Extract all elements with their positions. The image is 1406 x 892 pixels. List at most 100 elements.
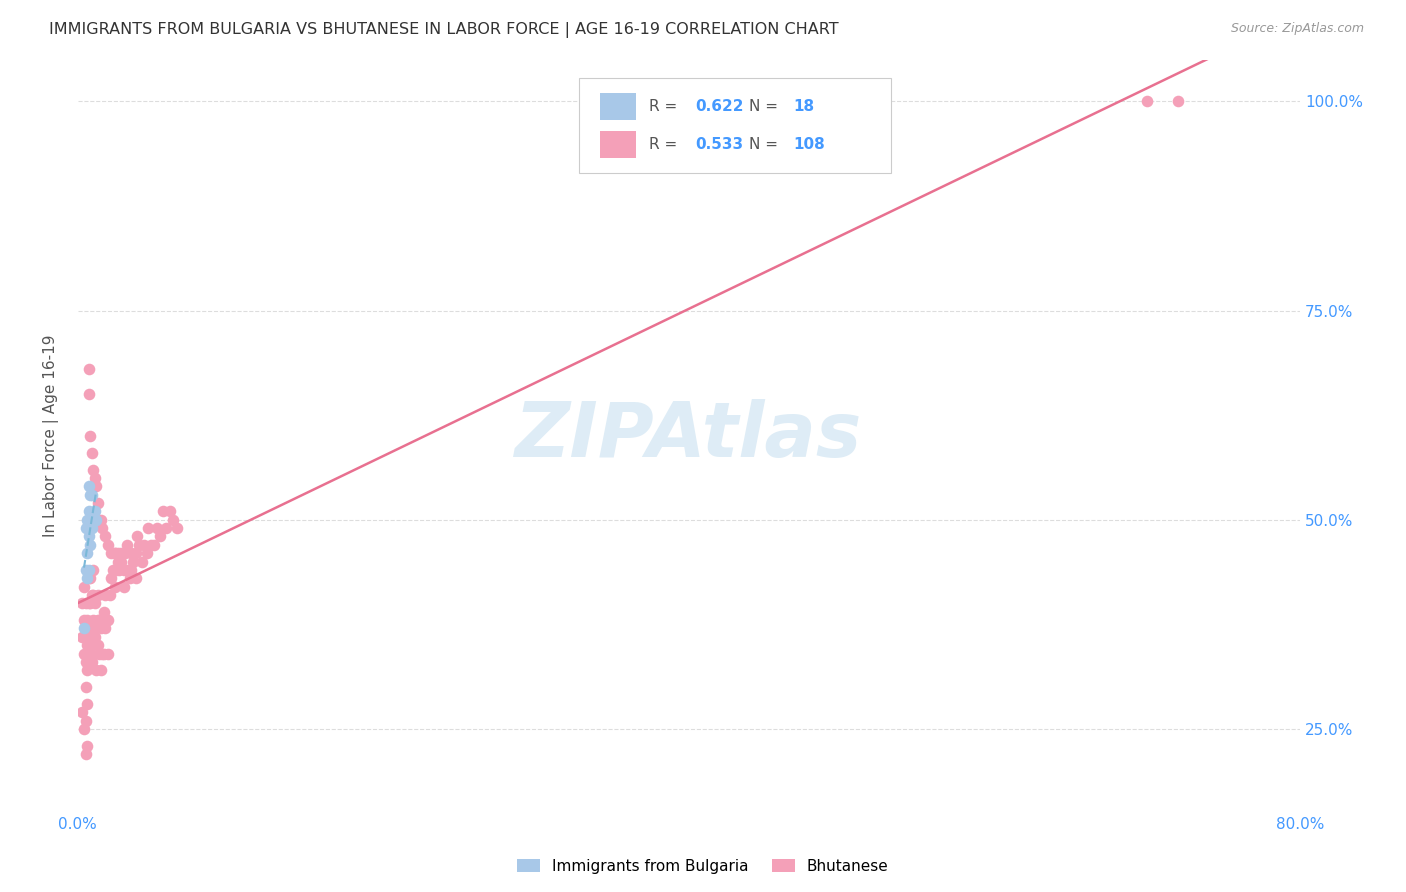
Point: [72, 705, 94, 719]
Point: [80, 521, 103, 535]
Text: N =: N =: [749, 99, 783, 114]
Point: [76, 571, 98, 585]
Point: [77, 529, 100, 543]
Point: [110, 546, 132, 560]
Point: [125, 571, 148, 585]
Point: [131, 555, 153, 569]
Point: [135, 546, 157, 560]
Point: [107, 555, 129, 569]
Point: [83, 596, 105, 610]
Point: [89, 647, 111, 661]
Point: [79, 571, 101, 585]
Point: [103, 546, 125, 560]
Point: [90, 513, 112, 527]
Point: [76, 546, 98, 560]
Point: [87, 496, 110, 510]
Point: [77, 563, 100, 577]
Point: [118, 571, 141, 585]
Point: [155, 521, 177, 535]
Text: ZIPAtlas: ZIPAtlas: [515, 399, 863, 473]
Point: [89, 613, 111, 627]
Point: [100, 571, 122, 585]
Point: [93, 647, 115, 661]
Point: [76, 739, 98, 753]
Point: [82, 588, 104, 602]
Point: [143, 538, 166, 552]
Point: [79, 596, 101, 610]
Point: [90, 663, 112, 677]
Point: [77, 630, 100, 644]
Y-axis label: In Labor Force | Age 16-19: In Labor Force | Age 16-19: [44, 334, 59, 537]
Point: [98, 588, 121, 602]
Point: [75, 563, 97, 577]
Text: R =: R =: [648, 99, 682, 114]
Point: [80, 588, 103, 602]
Legend: Immigrants from Bulgaria, Bhutanese: Immigrants from Bulgaria, Bhutanese: [512, 853, 894, 880]
Point: [97, 538, 120, 552]
Point: [108, 563, 131, 577]
Point: [75, 714, 97, 728]
Point: [75, 521, 97, 535]
Point: [82, 613, 104, 627]
Text: R =: R =: [648, 137, 682, 152]
Point: [75, 655, 97, 669]
Point: [136, 521, 159, 535]
Point: [77, 596, 100, 610]
Point: [80, 622, 103, 636]
Point: [93, 605, 115, 619]
Point: [79, 513, 101, 527]
Point: [77, 571, 100, 585]
Point: [73, 722, 96, 736]
Point: [1167, 95, 1189, 109]
Point: [120, 546, 142, 560]
Point: [83, 471, 105, 485]
Point: [159, 504, 181, 518]
Point: [127, 529, 149, 543]
Point: [128, 538, 150, 552]
Point: [87, 613, 110, 627]
Point: [83, 630, 105, 644]
Point: [112, 580, 135, 594]
Point: [76, 663, 98, 677]
Point: [91, 647, 114, 661]
Point: [79, 488, 101, 502]
Point: [125, 546, 148, 560]
Point: [94, 622, 117, 636]
Point: [110, 555, 132, 569]
Point: [1136, 95, 1159, 109]
Point: [72, 630, 94, 644]
Point: [80, 655, 103, 669]
Point: [75, 747, 97, 761]
Point: [82, 563, 104, 577]
Text: N =: N =: [749, 137, 783, 152]
Point: [73, 613, 96, 627]
Text: IMMIGRANTS FROM BULGARIA VS BHUTANESE IN LABOR FORCE | AGE 16-19 CORRELATION CHA: IMMIGRANTS FROM BULGARIA VS BHUTANESE IN…: [49, 22, 839, 38]
Point: [75, 680, 97, 694]
Point: [87, 588, 110, 602]
Point: [76, 613, 98, 627]
Point: [84, 479, 107, 493]
Point: [152, 504, 174, 518]
Text: Source: ZipAtlas.com: Source: ZipAtlas.com: [1230, 22, 1364, 36]
Point: [79, 538, 101, 552]
Point: [90, 622, 112, 636]
Point: [87, 638, 110, 652]
Point: [120, 563, 142, 577]
Point: [73, 622, 96, 636]
Point: [72, 596, 94, 610]
Point: [76, 513, 98, 527]
Point: [76, 697, 98, 711]
Point: [91, 521, 114, 535]
Point: [100, 546, 122, 560]
Point: [101, 563, 124, 577]
Point: [82, 638, 104, 652]
Point: [114, 546, 136, 560]
Text: 108: 108: [793, 137, 824, 152]
Point: [132, 538, 155, 552]
Point: [80, 446, 103, 460]
Point: [115, 563, 138, 577]
Point: [149, 529, 172, 543]
Text: 0.622: 0.622: [695, 99, 744, 114]
Point: [82, 462, 104, 476]
Bar: [600, 130, 637, 159]
